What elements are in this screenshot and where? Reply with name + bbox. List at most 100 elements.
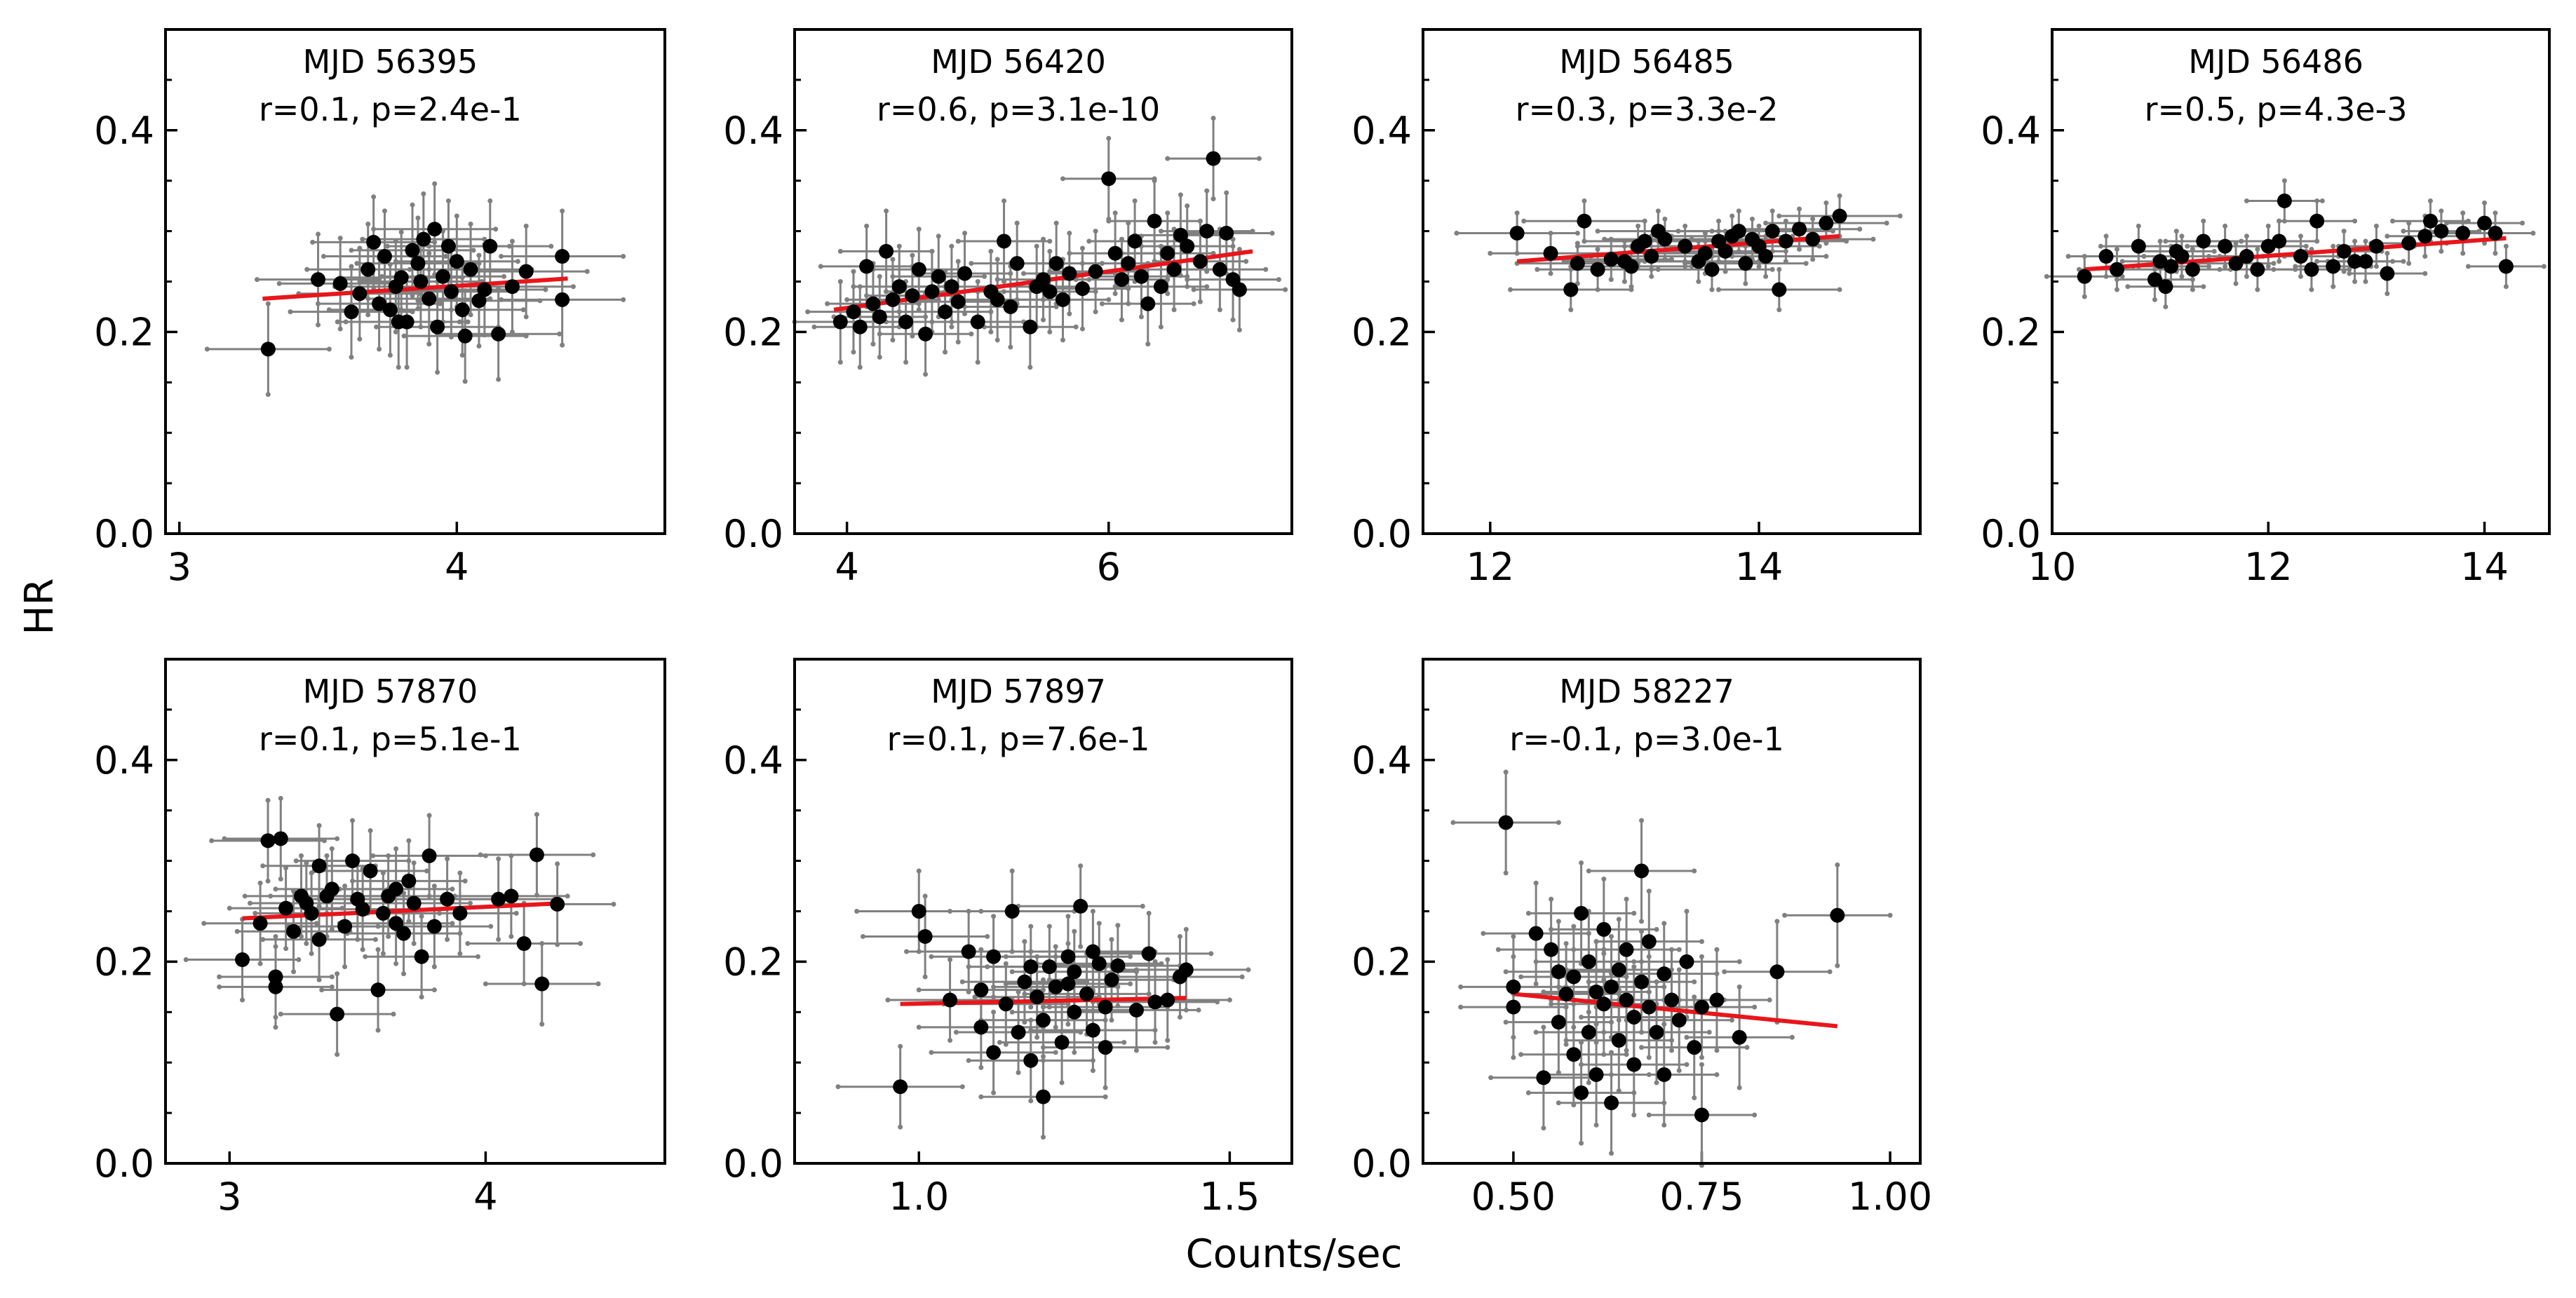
- data-point: [1206, 151, 1221, 166]
- error-cap: [411, 860, 417, 865]
- error-cap: [426, 342, 432, 347]
- error-cap: [1521, 218, 1527, 224]
- error-cap: [265, 392, 271, 398]
- error-cap: [1616, 1088, 1621, 1093]
- error-cap: [929, 248, 935, 254]
- error-cap: [953, 1029, 959, 1035]
- data-point: [2455, 225, 2471, 241]
- error-cap: [1561, 259, 1567, 264]
- data-point: [516, 936, 532, 952]
- data-point: [1558, 986, 1574, 1001]
- data-point: [345, 853, 360, 869]
- error-cap: [1009, 969, 1015, 975]
- error-cap: [462, 878, 468, 884]
- error-cap: [1624, 1048, 1629, 1053]
- data-point: [1644, 249, 1659, 264]
- error-cap: [1699, 1055, 1704, 1060]
- error-cap: [2385, 250, 2390, 256]
- data-point: [1178, 962, 1194, 978]
- error-cap: [2103, 273, 2109, 279]
- error-cap: [2352, 218, 2358, 224]
- y-tick-label: 0.4: [723, 109, 783, 153]
- error-cap: [997, 1039, 1002, 1045]
- error-cap: [360, 947, 365, 952]
- data-point: [1611, 1033, 1626, 1048]
- data-point: [997, 234, 1012, 249]
- error-cap: [1714, 1071, 1720, 1077]
- error-cap: [2114, 246, 2119, 252]
- axes-frame: [164, 28, 666, 535]
- error-cap: [365, 222, 371, 227]
- error-cap: [299, 933, 304, 939]
- panel-annotation: r=0.1, p=2.4e-1: [259, 90, 522, 128]
- data-point: [1085, 1022, 1100, 1038]
- error-cap: [384, 243, 390, 249]
- data-point: [534, 976, 550, 992]
- error-cap: [288, 309, 293, 315]
- error-cap: [2482, 200, 2488, 205]
- error-cap: [1102, 1085, 1108, 1090]
- error-cap: [371, 194, 377, 200]
- error-cap: [948, 957, 953, 963]
- error-cap: [1887, 912, 1893, 918]
- error-cap: [324, 853, 330, 858]
- error-cap: [1109, 937, 1114, 942]
- error-cap: [1177, 1014, 1182, 1020]
- error-cap: [2255, 287, 2260, 292]
- error-cap: [1870, 236, 1876, 242]
- x-tick-label: 0.50: [1471, 1175, 1556, 1219]
- error-cap: [1837, 193, 1842, 198]
- data-point: [1664, 992, 1679, 1008]
- data-point: [2422, 213, 2438, 229]
- error-cap: [2352, 279, 2358, 284]
- error-cap: [1197, 299, 1203, 304]
- error-cap: [991, 984, 997, 989]
- error-cap: [273, 886, 278, 892]
- error-cap: [1204, 188, 1210, 194]
- error-cap: [1835, 963, 1840, 968]
- error-cap: [1246, 967, 1251, 973]
- error-cap: [1511, 933, 1516, 939]
- axes-frame: [793, 28, 1293, 535]
- data-point: [2434, 224, 2449, 239]
- error-cap: [1053, 220, 1059, 226]
- error-cap: [975, 279, 980, 284]
- data-point: [1577, 213, 1592, 229]
- data-point: [1127, 234, 1142, 249]
- error-cap: [293, 858, 299, 864]
- data-point: [304, 905, 319, 921]
- error-cap: [1047, 238, 1053, 244]
- error-cap: [313, 921, 319, 926]
- data-point: [1098, 999, 1113, 1015]
- error-cap: [1283, 287, 1288, 292]
- error-cap: [360, 236, 365, 242]
- data-point: [1067, 1004, 1082, 1020]
- y-axis-label: HR: [17, 578, 62, 635]
- data-point: [393, 270, 409, 285]
- data-point: [1589, 985, 1604, 1000]
- x-tick-label: 1.00: [1848, 1175, 1932, 1219]
- error-cap: [2460, 250, 2466, 256]
- error-cap: [916, 227, 922, 232]
- data-point: [2336, 243, 2352, 259]
- error-cap: [2298, 234, 2303, 239]
- error-cap: [1185, 203, 1190, 209]
- error-cap: [890, 337, 896, 343]
- error-cap: [1783, 259, 1788, 264]
- data-point: [1506, 979, 1521, 994]
- error-cap: [2065, 254, 2071, 259]
- data-point: [1017, 974, 1032, 989]
- error-cap: [393, 259, 398, 264]
- error-cap: [851, 284, 856, 290]
- error-cap: [411, 941, 417, 947]
- error-cap: [410, 293, 415, 299]
- data-point: [1792, 222, 1807, 237]
- error-cap: [1046, 977, 1052, 982]
- error-cap: [1525, 1090, 1531, 1095]
- error-cap: [418, 324, 424, 330]
- error-cap: [1676, 1068, 1682, 1074]
- data-point: [1832, 208, 1847, 224]
- y-tick-label: 0.0: [94, 1142, 154, 1186]
- error-cap: [2363, 279, 2368, 284]
- error-cap: [372, 937, 378, 942]
